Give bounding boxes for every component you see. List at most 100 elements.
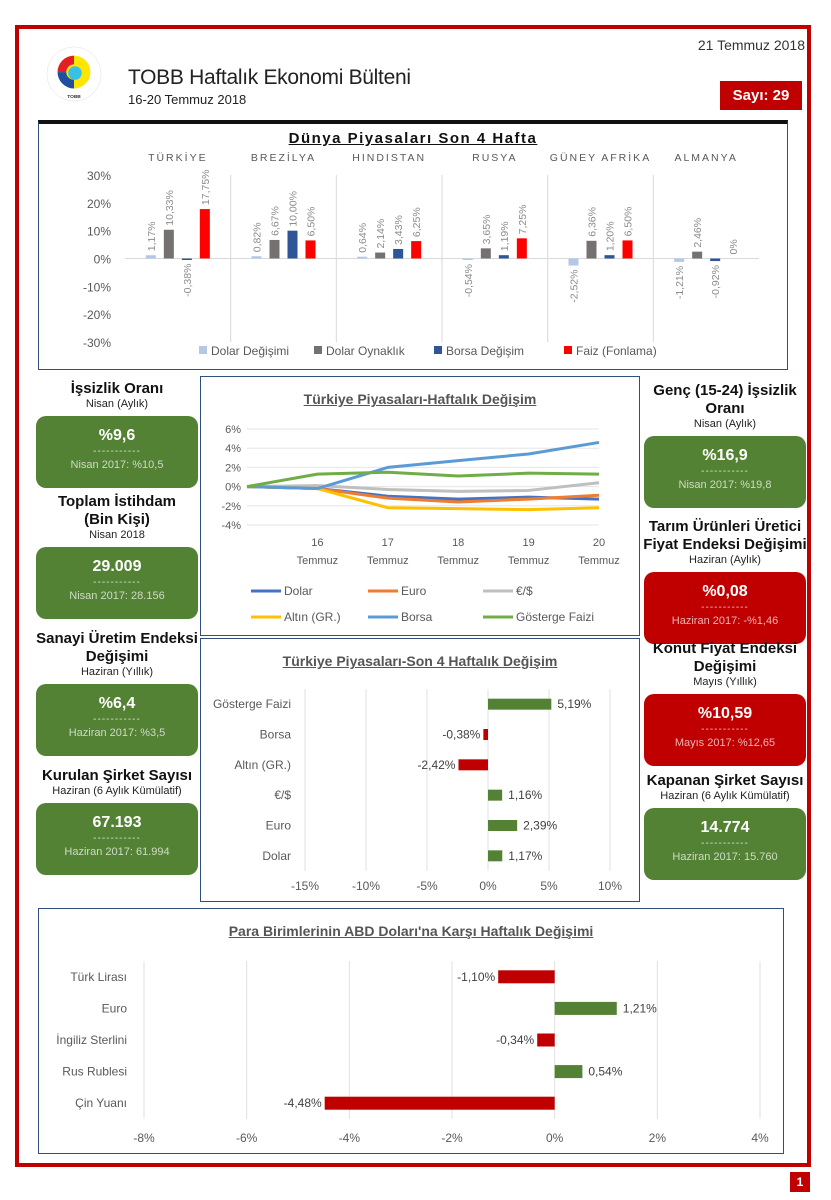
- stat-previous: Nisan 2017: 28.156: [69, 590, 165, 602]
- y-tick-label: 0%: [225, 482, 241, 494]
- x-tick-label: Temmuz: [367, 555, 409, 567]
- stat-sub: Haziran (Yıllık): [80, 666, 154, 678]
- legend-label: Altın (GR.): [284, 610, 341, 624]
- bar-data-label: 10,33%: [164, 190, 176, 226]
- stat-agri-ppi: Tarım Ürünleri Üretici Fiyat Endeksi Değ…: [642, 518, 808, 644]
- stat-value: %0,08: [702, 583, 748, 600]
- stat-sub: Nisan (Aylık): [85, 398, 149, 410]
- stat-heading: İşsizlik Oranı: [70, 380, 164, 397]
- bar-data-label: 1,19%: [499, 221, 511, 251]
- y-tick-label: -30%: [83, 336, 111, 350]
- bar-data-label: -1,10%: [457, 970, 495, 984]
- y-tick-label: 30%: [87, 169, 111, 183]
- legend-label: Dolar Oynaklık: [326, 344, 406, 358]
- stat-divider: -----------: [93, 714, 141, 725]
- category-label: €/$: [274, 788, 291, 802]
- category-label: Altın (GR.): [234, 758, 291, 772]
- bar-positive: [488, 698, 552, 710]
- bar-data-label: 1,20%: [605, 221, 617, 251]
- x-tick-label: Temmuz: [508, 555, 550, 567]
- bar-borsa-de-i-im: [393, 248, 404, 259]
- line--: [246, 481, 600, 493]
- bar-positive: [554, 1001, 617, 1015]
- x-tick-label: -8%: [133, 1131, 155, 1145]
- category-label: İngiliz Sterlini: [56, 1033, 127, 1047]
- world-markets-chart: 30% 20% 10% 0% -10% -20% -30% TÜRKİYE BREZİLYA HI…: [83, 151, 759, 358]
- stat-sub: Mayıs (Yıllık): [693, 676, 757, 688]
- stat-sub: Haziran (6 Aylık Kümülatif): [660, 790, 790, 802]
- bar-dolar-oynakl-k: [586, 240, 597, 259]
- bar-data-label: 0,54%: [588, 1065, 622, 1079]
- bar-data-label: 1,17%: [508, 849, 542, 863]
- bar-data-label: -4,48%: [284, 1096, 322, 1110]
- bar-faiz-fonlama-: [199, 209, 210, 259]
- stat-box: 29.009 ----------- Nisan 2017: 28.156: [36, 547, 198, 619]
- stat-heading: Kapanan Şirket Sayısı: [646, 772, 804, 789]
- x-tick-label: -2%: [441, 1131, 463, 1145]
- bar-data-label: 2,39%: [523, 819, 557, 833]
- category-label: BREZİLYA: [251, 151, 316, 164]
- bar-dolar-oynakl-k: [480, 248, 491, 259]
- stat-heading: Toplam İstihdam (Bin Kişi): [57, 493, 177, 528]
- bar-positive: [554, 1065, 583, 1079]
- stat-heading: Tarım Ürünleri Üretici Fiyat Endeksi Değ…: [643, 518, 807, 553]
- bar-data-label: 1,16%: [508, 788, 542, 802]
- bar-data-label: -2,42%: [417, 758, 455, 772]
- bar-negative: [498, 970, 555, 984]
- category-label: Rus Rublesi: [62, 1065, 127, 1079]
- stat-divider: -----------: [701, 724, 749, 735]
- bar-data-label: 2,14%: [375, 219, 387, 249]
- stat-previous: Haziran 2017: -%1,46: [671, 615, 779, 627]
- page-number: 1: [790, 1172, 810, 1192]
- bar-positive: [488, 850, 503, 862]
- stat-value: 67.193: [92, 814, 142, 831]
- weekly-change-panel: Türkiye Piyasaları-Haftalık Değişim 6% 4%…: [200, 376, 640, 636]
- bar-faiz-fonlama-: [411, 241, 422, 259]
- bar-data-label: 1,21%: [623, 1001, 657, 1015]
- stat-heading: Konut Fiyat Endeksi Değişimi: [652, 640, 798, 675]
- legend-swatch: [434, 346, 442, 354]
- bulletin-subtitle: 16-20 Temmuz 2018: [128, 92, 247, 107]
- category-label: Gösterge Faizi: [213, 697, 291, 711]
- stat-box: %16,9 ----------- Nisan 2017: %19,8: [644, 436, 806, 508]
- y-tick-label: 6%: [225, 424, 241, 436]
- legend-swatch: [564, 346, 572, 354]
- bar-dolar-oynakl-k: [375, 252, 386, 259]
- stat-divider: -----------: [701, 602, 749, 613]
- bar-data-label: 6,50%: [306, 207, 318, 237]
- stat-divider: -----------: [701, 466, 749, 477]
- y-tick-label: 4%: [225, 443, 241, 455]
- bar-data-label: 0,82%: [252, 222, 264, 252]
- bar-dolar-de-i-imi: [462, 258, 473, 261]
- y-tick-label: 10%: [87, 225, 111, 239]
- stat-divider: -----------: [93, 833, 141, 844]
- bar-dolar-de-i-imi: [674, 258, 685, 262]
- bar-negative: [324, 1096, 555, 1110]
- currency-vs-usd-chart: -8% -6% -4% -2% 0% 2% 4% Türk Lirası -1,10% Euro 1…: [56, 961, 769, 1145]
- bar-dolar-oynakl-k: [692, 251, 703, 259]
- x-tick-label: -15%: [291, 879, 319, 893]
- bar-data-label: 1,17%: [146, 221, 158, 251]
- x-tick-label: -6%: [236, 1131, 258, 1145]
- x-tick-label: 0%: [546, 1131, 564, 1145]
- bar-data-label: 7,25%: [517, 205, 529, 235]
- stat-total-employment: Toplam İstihdam (Bin Kişi) Nisan 2018 29…: [36, 493, 198, 619]
- x-tick-label: -10%: [352, 879, 380, 893]
- stat-value: 14.774: [700, 819, 750, 836]
- stat-value: %6,4: [98, 695, 136, 712]
- category-label: ALMANYA: [674, 152, 737, 164]
- stat-box: %6,4 ----------- Haziran 2017: %3,5: [36, 684, 198, 756]
- x-tick-label: Temmuz: [437, 555, 479, 567]
- bar-positive: [488, 789, 503, 801]
- x-tick-label: Temmuz: [578, 555, 620, 567]
- category-label: GÜNEY AFRİKA: [550, 151, 651, 164]
- stat-value: %9,6: [98, 427, 136, 444]
- stat-previous: Haziran 2017: 15.760: [672, 851, 778, 863]
- legend-swatch: [314, 346, 322, 354]
- bar-data-label: 6,50%: [623, 207, 635, 237]
- bar-data-label: -1,21%: [674, 266, 686, 299]
- bar-data-label: 0,64%: [357, 223, 369, 253]
- x-tick-label: -5%: [416, 879, 438, 893]
- category-label: Çin Yuanı: [75, 1096, 127, 1110]
- x-tick-label: 5%: [540, 879, 558, 893]
